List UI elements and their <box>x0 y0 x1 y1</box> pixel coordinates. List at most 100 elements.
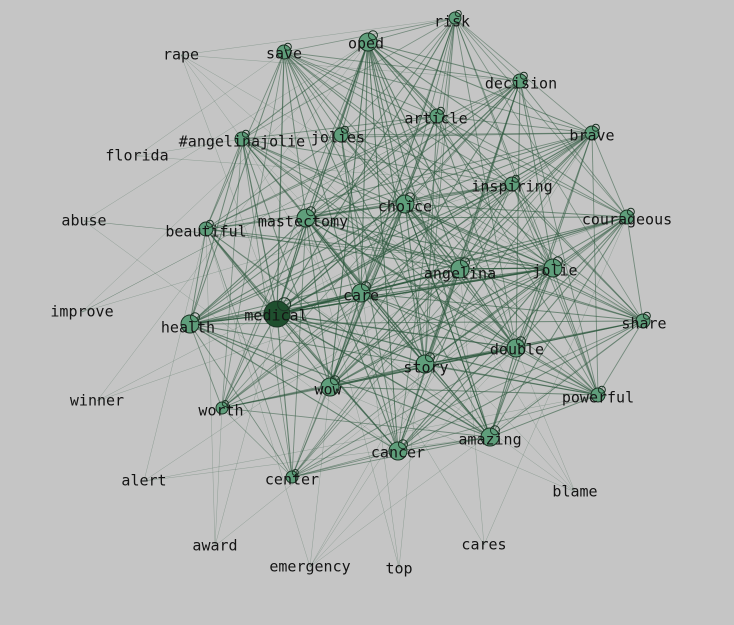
graph-edge <box>189 323 331 388</box>
node-double[interactable] <box>506 338 526 358</box>
node-amazing[interactable] <box>480 427 500 447</box>
graph-edge <box>515 216 628 349</box>
node-courageous[interactable] <box>619 209 635 225</box>
graph-edge <box>367 41 521 82</box>
graph-edge <box>340 132 593 136</box>
node-decision[interactable] <box>512 73 528 89</box>
graph-edge <box>511 183 599 396</box>
node-cancer[interactable] <box>388 441 408 461</box>
node-oped[interactable] <box>358 32 378 52</box>
graph-edge <box>189 323 223 409</box>
graph-edge <box>221 313 278 409</box>
graph-edge <box>519 80 628 218</box>
node-save[interactable] <box>276 44 292 60</box>
graph-edge <box>241 41 369 140</box>
node-beautiful[interactable] <box>198 221 214 237</box>
graph-edge <box>180 54 644 322</box>
label-jolie: jolie <box>532 262 577 280</box>
node-inspiring[interactable] <box>504 176 520 192</box>
graph-edge <box>329 268 461 388</box>
self-loop-amazing <box>489 425 500 436</box>
graph-edge <box>305 216 628 219</box>
graph-edge <box>180 54 243 140</box>
graph-edge <box>340 134 400 569</box>
graph-edge <box>205 228 576 493</box>
graph-edge <box>305 17 456 219</box>
graph-edge <box>309 320 644 568</box>
graph-edge <box>459 183 513 270</box>
graph-edge <box>329 292 362 388</box>
graph-edge <box>424 347 517 365</box>
graph-edge <box>241 138 461 270</box>
graph-edge <box>591 132 628 218</box>
graph-edge <box>404 17 456 205</box>
label-inspiring: inspiring <box>471 178 552 196</box>
node-layer <box>180 10 651 484</box>
self-loop-health <box>189 312 200 323</box>
label-share: share <box>621 315 666 333</box>
node-choice[interactable] <box>395 194 415 214</box>
graph-edge <box>136 138 243 157</box>
node-angelina[interactable] <box>450 259 470 279</box>
graph-edge <box>397 216 628 452</box>
graph-edge <box>81 41 369 313</box>
node-center[interactable] <box>285 470 299 484</box>
label-double: double <box>490 341 544 359</box>
graph-edge <box>214 407 223 547</box>
graph-edge <box>83 220 399 452</box>
node-jolie[interactable] <box>543 258 563 278</box>
node-powerful[interactable] <box>590 387 606 403</box>
graph-edge <box>340 134 644 322</box>
graph-edge <box>143 228 207 482</box>
graph-edge <box>597 320 644 396</box>
node-brave[interactable] <box>584 125 600 141</box>
label-courageous: courageous <box>582 211 672 229</box>
graph-edge <box>309 363 426 568</box>
graph-edge <box>189 51 285 325</box>
node-worth[interactable] <box>215 401 229 415</box>
node-jolies[interactable] <box>333 127 349 143</box>
node-wow[interactable] <box>320 377 340 397</box>
label-blame: blame <box>552 483 597 501</box>
graph-edge <box>180 54 517 349</box>
node-story[interactable] <box>415 354 435 374</box>
node-medical[interactable] <box>263 300 291 328</box>
graph-edge <box>221 51 285 409</box>
graph-edge <box>367 41 406 205</box>
graph-edge <box>221 386 331 409</box>
label-wow: wow <box>314 381 342 399</box>
graph-edge <box>404 203 599 396</box>
label-amazing: amazing <box>458 431 521 449</box>
graph-edge <box>276 292 362 315</box>
graph-edge <box>214 313 278 547</box>
graph-edge <box>205 228 293 478</box>
graph-edge <box>404 203 554 269</box>
self-loop-choice <box>404 192 415 203</box>
node-risk[interactable] <box>448 11 462 25</box>
graph-edge <box>205 228 216 547</box>
graph-edge <box>205 138 243 230</box>
graph-edge <box>436 115 599 396</box>
node-share[interactable] <box>635 313 651 329</box>
label-center: center <box>265 471 319 489</box>
self-loop-oped <box>367 30 378 41</box>
graph-edge <box>367 41 517 349</box>
graph-edge <box>309 132 593 568</box>
graph-edge <box>404 203 628 218</box>
graph-edge <box>276 267 554 315</box>
node-mastectomy[interactable] <box>296 208 316 228</box>
graph-edge <box>189 313 278 325</box>
node-health[interactable] <box>180 314 200 334</box>
graph-edge <box>205 228 311 568</box>
graph-edge <box>189 132 593 325</box>
graph-edge <box>552 267 599 396</box>
node-care[interactable] <box>351 283 371 303</box>
node-article[interactable] <box>429 108 445 124</box>
graph-edge <box>398 17 456 569</box>
graph-edge <box>397 183 513 452</box>
graph-edge <box>283 51 342 136</box>
label-health: health <box>161 319 215 337</box>
node-angelinajolie_tag[interactable] <box>234 131 250 147</box>
graph-edge <box>221 407 293 478</box>
